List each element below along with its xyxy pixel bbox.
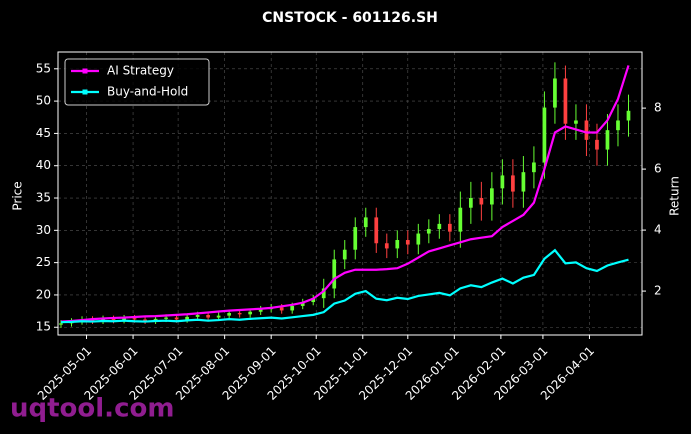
candle-body	[574, 120, 578, 124]
candle-body	[616, 120, 620, 131]
candle-body	[353, 227, 358, 250]
candle-body	[59, 323, 63, 325]
y-tick-label: 50	[36, 94, 51, 108]
candle-body	[563, 78, 568, 124]
candle-body	[595, 139, 599, 150]
candle-body	[143, 319, 147, 321]
y-tick-label: 15	[36, 320, 51, 334]
watermark: uqtool.com	[10, 394, 174, 424]
candle-body	[374, 217, 379, 244]
y2-tick-label: 4	[654, 223, 662, 237]
candle-body	[300, 302, 305, 306]
candle-body	[468, 198, 473, 208]
candle-body	[332, 259, 337, 289]
candle-body	[279, 307, 284, 311]
candle-body	[605, 130, 610, 150]
candle-body	[248, 311, 253, 315]
candle-body	[553, 78, 557, 108]
candle-body	[206, 314, 210, 318]
return-line	[60, 65, 630, 323]
candle-body	[185, 316, 189, 320]
candle-body	[395, 240, 400, 249]
candle-body	[132, 318, 137, 320]
candle-body	[384, 243, 389, 249]
candle-body	[195, 314, 200, 317]
candle-body	[490, 188, 494, 205]
chart-title: CNSTOCK - 601126.SH	[262, 10, 438, 26]
candle-body	[458, 207, 463, 232]
y2-tick-label: 6	[654, 162, 662, 176]
candle-body	[426, 229, 431, 234]
y-tick-label: 20	[36, 287, 51, 301]
plot-frame	[57, 51, 643, 336]
candle-body	[101, 318, 105, 321]
candle-body	[479, 198, 484, 205]
candle-body	[342, 249, 347, 260]
candle-body	[111, 318, 116, 321]
y-tick-label: 40	[36, 158, 51, 172]
candle-body	[416, 233, 421, 245]
candle-body	[153, 318, 158, 321]
candle-body	[258, 309, 263, 312]
candle-body	[164, 317, 168, 319]
candle-body	[321, 288, 326, 299]
y-tick-label: 25	[36, 255, 51, 269]
candle-body	[290, 305, 295, 311]
legend-marker	[82, 89, 88, 95]
candle-body	[447, 223, 452, 232]
candle-body	[122, 318, 126, 321]
y-tick-label: 55	[36, 61, 51, 75]
y-axis-label: Price	[11, 181, 25, 210]
y-tick-label: 35	[36, 191, 51, 205]
candle-body	[363, 217, 368, 228]
candle-body	[542, 107, 547, 163]
candle-body	[237, 313, 242, 315]
candle-body	[437, 223, 442, 230]
legend-box	[64, 58, 210, 106]
candle-body	[174, 317, 179, 320]
candle-body	[227, 313, 232, 316]
candle-body	[311, 298, 316, 303]
candle-body	[500, 175, 505, 189]
candle-body	[216, 315, 221, 318]
candle-body	[405, 240, 410, 245]
y2-tick-label: 2	[654, 284, 662, 298]
candle-body	[521, 172, 526, 192]
candle-body	[584, 120, 589, 140]
candle-body	[511, 175, 515, 192]
y-tick-label: 45	[36, 126, 51, 140]
y2-axis-label: Return	[668, 176, 682, 216]
legend-marker	[82, 68, 88, 74]
y-tick-label: 30	[36, 223, 51, 237]
candle-body	[626, 110, 631, 121]
candle-body	[532, 162, 536, 173]
return-line	[60, 248, 629, 324]
y2-tick-label: 8	[654, 101, 662, 115]
legend-label: Buy-and-Hold	[107, 85, 188, 99]
legend-label: AI Strategy	[107, 64, 174, 78]
